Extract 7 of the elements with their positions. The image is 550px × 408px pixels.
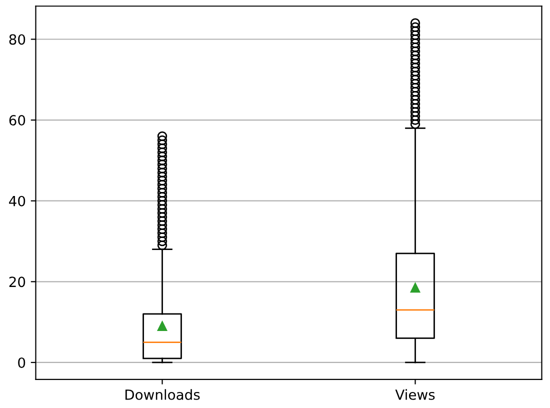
x-tick-label: Downloads [125,389,200,400]
y-tick-label: 40 [9,196,26,206]
y-tick-label: 20 [9,276,26,288]
y-tick-label: 0 [18,357,26,368]
y-tick-label: 60 [9,115,26,126]
x-tick-label: Views [395,389,435,400]
y-tick-label: 80 [9,34,26,45]
